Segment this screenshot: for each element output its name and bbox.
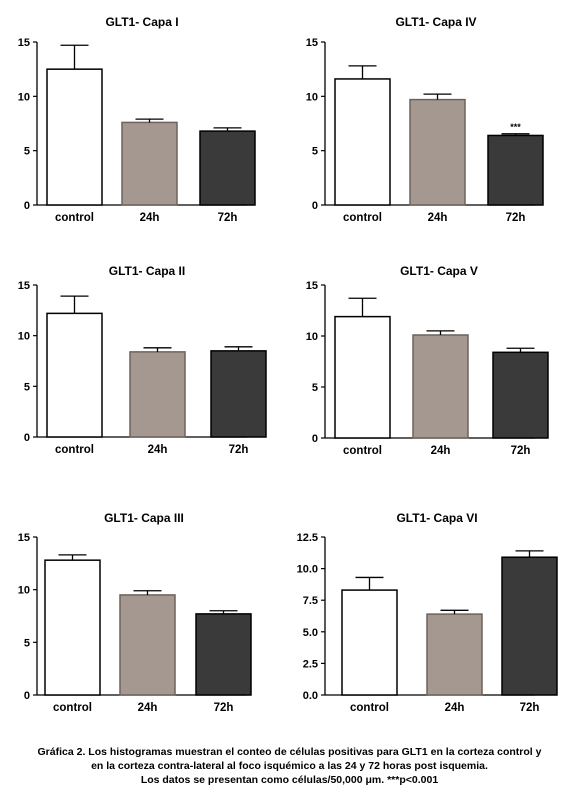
bar-72h <box>199 130 256 206</box>
bar-control <box>334 315 391 439</box>
x-tick-label: 72h <box>218 212 238 224</box>
bar-control <box>46 312 103 438</box>
y-tick-label: 5 <box>312 146 318 158</box>
y-tick-label: 0 <box>24 432 30 444</box>
x-tick-label: 72h <box>511 445 531 457</box>
x-tick-label: control <box>350 702 389 714</box>
y-tick-label: 0 <box>24 200 30 212</box>
y-tick-label: 2.5 <box>303 658 318 670</box>
caption-line-3: Los datos se presentan como células/50,0… <box>140 774 439 786</box>
y-tick-label: 5 <box>24 637 30 649</box>
caption-line-2: en la corteza contra-lateral al foco isq… <box>91 760 488 772</box>
chart-title: GLT1- Capa I <box>105 15 178 29</box>
y-tick-label: 15 <box>306 37 318 49</box>
x-tick-label: control <box>343 445 382 457</box>
bar-control <box>46 68 103 206</box>
x-tick-label: 72h <box>214 702 234 714</box>
bar-24h <box>121 121 178 206</box>
bar-control <box>44 559 101 696</box>
y-tick-label: 12.5 <box>297 532 318 544</box>
y-tick-label: 10 <box>306 331 318 343</box>
y-tick-label: 0 <box>24 690 30 702</box>
figure-caption: Gráfica 2. Los histogramas muestran el c… <box>0 745 579 787</box>
y-tick-label: 10 <box>18 331 30 343</box>
x-tick-label: control <box>55 212 94 224</box>
x-tick-label: control <box>343 212 382 224</box>
chart-grid: GLT1- Capa I 0 5 10 15 control 24h 72h GLT1- Cap… <box>18 15 558 714</box>
y-tick-label: 7.5 <box>303 595 318 607</box>
bar-24h <box>412 334 469 439</box>
bar-24h <box>426 613 483 696</box>
y-tick-label: 10 <box>306 91 318 103</box>
bar-72h <box>501 556 558 696</box>
chart-panel-1: GLT1- Capa I 0 5 10 15 control 24h 72h <box>18 15 256 224</box>
bar-24h <box>129 351 186 438</box>
x-tick-label: control <box>53 702 92 714</box>
x-tick-label: 72h <box>506 212 526 224</box>
y-tick-label: 5 <box>24 146 30 158</box>
chart-title: GLT1- Capa IV <box>395 15 476 29</box>
y-tick-label: 5 <box>312 382 318 394</box>
y-tick-label: 0 <box>312 433 318 445</box>
bar-24h <box>119 594 176 696</box>
y-tick-label: 5.0 <box>303 627 318 639</box>
bar-72h <box>487 134 544 206</box>
chart-title: GLT1- Capa VI <box>396 511 477 525</box>
x-tick-label: 72h <box>520 702 540 714</box>
y-tick-label: 10 <box>18 585 30 597</box>
significance-label: *** <box>510 122 521 132</box>
chart-panel-3: GLT1- Capa II 0 5 10 15 control 24h 72h <box>18 264 267 456</box>
chart-panel-4: GLT1- Capa V 0 5 10 15 control 24h 72h <box>306 264 549 457</box>
y-tick-label: 10.0 <box>297 564 318 576</box>
chart-title: GLT1- Capa II <box>109 264 185 278</box>
bar-control <box>341 589 398 696</box>
x-tick-label: 72h <box>229 444 249 456</box>
chart-panel-6: GLT1- Capa VI 0.0 2.5 5.0 7.5 10.0 12.5 control… <box>297 511 558 714</box>
x-tick-label: control <box>55 444 94 456</box>
chart-title: GLT1- Capa V <box>400 264 478 278</box>
chart-panel-5: GLT1- Capa III 0 5 10 15 control 24h 72h <box>18 511 252 714</box>
caption-line-1: Gráfica 2. Los histogramas muestran el c… <box>37 746 542 758</box>
chart-title: GLT1- Capa III <box>104 511 184 525</box>
bar-72h <box>195 613 252 696</box>
y-tick-label: 15 <box>18 280 30 292</box>
x-tick-label: 24h <box>431 445 451 457</box>
x-tick-label: 24h <box>428 212 448 224</box>
y-tick-label: 15 <box>18 532 30 544</box>
y-tick-label: 0.0 <box>303 690 318 702</box>
y-tick-label: 15 <box>18 37 30 49</box>
x-tick-label: 24h <box>445 702 465 714</box>
bar-72h <box>210 350 267 438</box>
bar-24h <box>409 98 466 206</box>
bar-control <box>334 78 391 206</box>
x-tick-label: 24h <box>140 212 160 224</box>
y-tick-label: 15 <box>306 280 318 292</box>
chart-panel-2: GLT1- Capa IV 0 5 10 15 control 24h *** 72h <box>306 15 544 224</box>
x-tick-label: 24h <box>138 702 158 714</box>
y-tick-label: 10 <box>18 91 30 103</box>
x-tick-label: 24h <box>148 444 168 456</box>
bar-72h <box>492 351 549 439</box>
y-tick-label: 5 <box>24 381 30 393</box>
y-tick-label: 0 <box>312 200 318 212</box>
